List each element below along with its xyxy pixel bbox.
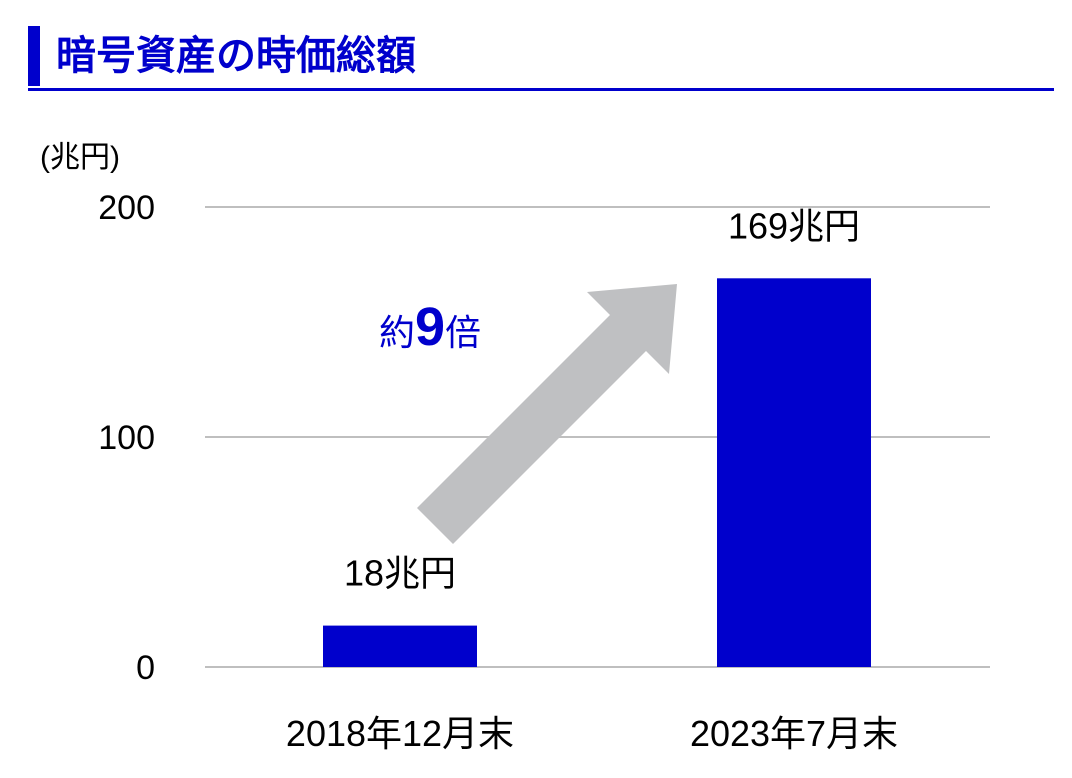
bar-data-label: 169兆円 <box>728 205 860 246</box>
y-tick-label: 100 <box>98 419 155 457</box>
growth-arrow-icon <box>417 284 677 544</box>
y-axis-ticks: 0 100 200 <box>98 189 155 687</box>
x-category-label: 2018年12月末 <box>286 713 514 754</box>
title-underline <box>28 88 1054 91</box>
y-axis-unit-label: (兆円) <box>40 141 120 174</box>
y-tick-label: 0 <box>136 649 155 687</box>
bar-data-label: 18兆円 <box>344 553 456 594</box>
annotation-prefix: 約 <box>379 312 415 353</box>
bar-data-labels: 18兆円 169兆円 <box>344 205 860 593</box>
annotation-suffix: 倍 <box>445 312 481 353</box>
growth-annotation: 約9倍 <box>379 297 481 357</box>
bars <box>323 278 871 667</box>
x-category-label: 2023年7月末 <box>690 713 898 754</box>
page-title: 暗号資産の時価総額 <box>56 34 416 78</box>
y-tick-label: 200 <box>98 189 155 227</box>
bar-2 <box>717 278 871 667</box>
title-accent-bar <box>28 26 40 86</box>
x-axis-labels: 2018年12月末 2023年7月末 <box>286 713 898 754</box>
bar-1 <box>323 625 477 667</box>
annotation-number: 9 <box>415 297 445 357</box>
gridlines <box>205 206 990 668</box>
